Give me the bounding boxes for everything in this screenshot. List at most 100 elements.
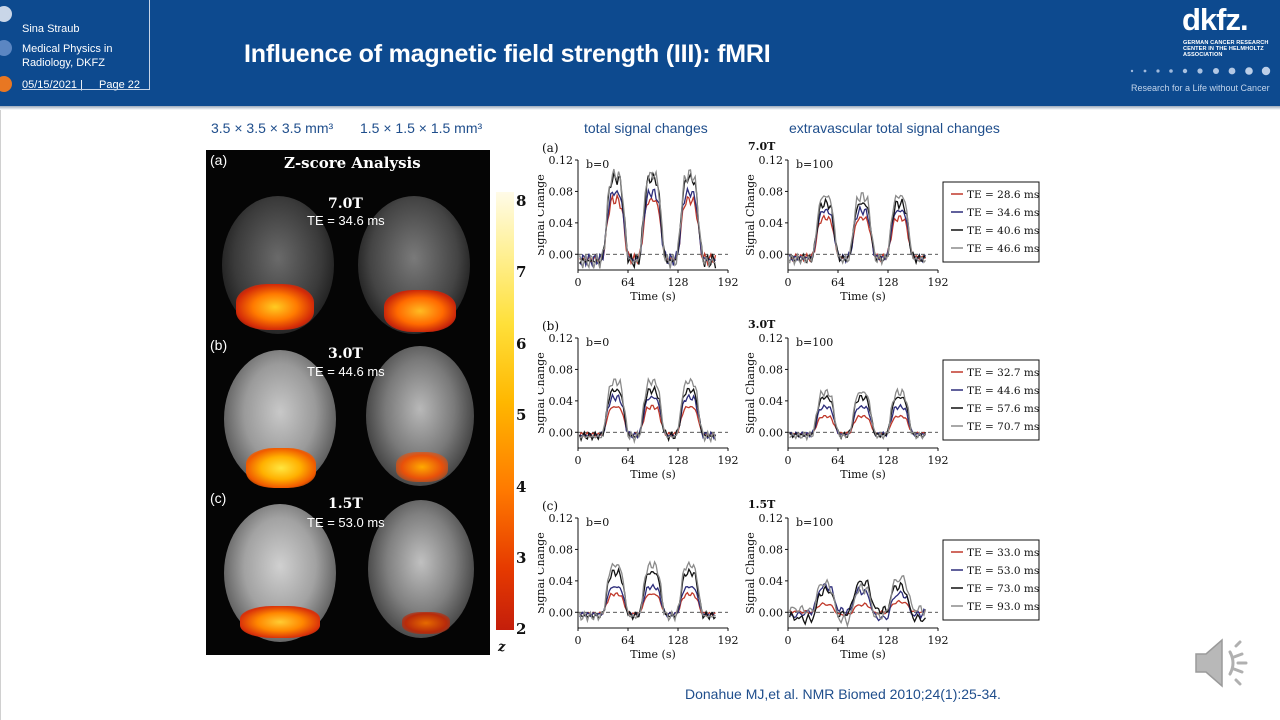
department-name: Medical Physics in Radiology, DKFZ — [22, 43, 113, 69]
plot-3-ytick-label: 0.12 — [759, 332, 784, 345]
resolution-label-left: 3.5 × 3.5 × 3.5 mm³ — [211, 120, 334, 136]
plot-4-ylabel: Signal Change — [538, 532, 547, 613]
plot-3-xtick-label: 192 — [928, 454, 949, 467]
plot-1-ytick-label: 0.00 — [759, 248, 784, 261]
plot-5-ytick-label: 0.04 — [759, 575, 784, 588]
plot-3-xtick-label: 64 — [831, 454, 845, 467]
plot-3-series-3 — [789, 387, 926, 442]
plot-0-panel-label: (a) — [542, 141, 559, 155]
plot-2-panel-label: (b) — [542, 319, 559, 333]
plot-5-series-3 — [788, 575, 927, 629]
slide-title: Influence of magnetic field strength (II… — [244, 40, 771, 68]
plot-0-xtick-label: 192 — [718, 276, 739, 289]
panel-label-b: (b) — [210, 337, 228, 353]
plot-1-xtick-label: 0 — [785, 276, 792, 289]
plot-2-ytick-label: 0.00 — [549, 426, 574, 439]
plot-5-legend-label-0: TE = 33.0 ms — [967, 547, 1039, 559]
field-label-3T: 3.0T — [328, 346, 363, 362]
plot-4-xlabel: Time (s) — [630, 648, 676, 661]
plot-4-ytick-label: 0.12 — [549, 512, 574, 525]
plot-0-series-1 — [579, 186, 717, 268]
activation-7T-right — [384, 290, 456, 332]
plot-1-legend-label-3: TE = 46.6 ms — [967, 243, 1039, 255]
plot-3-xtick-label: 0 — [785, 454, 792, 467]
plot-0-ytick-label: 0.00 — [549, 248, 574, 261]
plot-1-ytick-label: 0.04 — [759, 217, 784, 230]
plot-0-field-label: 7.0T — [748, 140, 776, 153]
colorbar-tick-2: 2 — [516, 620, 527, 638]
plot-3-xlabel: Time (s) — [840, 468, 886, 481]
plot-3-series-1 — [789, 403, 926, 439]
plot-5-legend-label-3: TE = 93.0 ms — [967, 601, 1039, 613]
panel-label-a: (a) — [210, 152, 228, 168]
plot-1-xtick-label: 192 — [928, 276, 949, 289]
plot-1-series-0 — [789, 214, 926, 263]
extravascular-label: extravascular total signal changes — [789, 120, 1000, 136]
plot-5-legend-label-2: TE = 73.0 ms — [967, 583, 1039, 595]
logo-dot-row — [1130, 66, 1271, 76]
plot-1-legend-label-0: TE = 28.6 ms — [967, 189, 1039, 201]
plot-2-series-3 — [579, 377, 717, 445]
signal-change-plots: 0.12 0.08 0.04 0.00 0 64 128 192 Time (s) Signal … — [538, 140, 1040, 661]
plot-2-xlabel: Time (s) — [630, 468, 676, 481]
activation-7T-left — [236, 284, 314, 330]
plot-4-xtick-label: 192 — [718, 634, 739, 647]
plot-1-ytick-label: 0.12 — [759, 154, 784, 167]
plot-4-field-label: 1.5T — [748, 498, 776, 511]
plot-4-xtick-label: 0 — [575, 634, 582, 647]
plot-2-xtick-label: 64 — [621, 454, 635, 467]
activation-3T-right — [396, 452, 448, 482]
plot-2-bvalue: b=0 — [586, 336, 609, 349]
plot-0-ylabel: Signal Change — [538, 174, 547, 255]
header-dot-2 — [0, 40, 12, 56]
author-name: Sina Straub — [22, 23, 80, 35]
slide-header: Sina Straub Medical Physics in Radiology… — [0, 0, 1280, 106]
plot-3-ytick-label: 0.00 — [759, 426, 784, 439]
plot-0-xtick-label: 64 — [621, 276, 635, 289]
plot-2-ytick-label: 0.12 — [549, 332, 574, 345]
plot-1-ylabel: Signal Change — [744, 174, 757, 255]
panel-label-c: (c) — [210, 490, 227, 506]
plot-1-ytick-label: 0.08 — [759, 185, 784, 198]
plot-0-ytick-label: 0.04 — [549, 217, 574, 230]
field-label-1.5T: 1.5T — [328, 496, 363, 512]
plot-4-series-3 — [578, 560, 716, 624]
plot-5-xlabel: Time (s) — [840, 648, 886, 661]
activation-3T-left — [246, 448, 316, 488]
plot-2-ytick-label: 0.08 — [549, 363, 574, 376]
plot-3-ytick-label: 0.08 — [759, 363, 784, 376]
total-signal-label: total signal changes — [584, 120, 708, 136]
plot-2-xtick-label: 192 — [718, 454, 739, 467]
plot-1-bvalue: b=100 — [796, 158, 833, 171]
plot-1-series-2 — [789, 197, 926, 266]
header-divider — [149, 0, 150, 90]
colorbar-tick-8: 8 — [516, 192, 527, 210]
plot-0-ytick-label: 0.12 — [549, 154, 574, 167]
plot-1-legend-label-1: TE = 34.6 ms — [967, 207, 1039, 219]
plot-2-xtick-label: 128 — [668, 454, 689, 467]
plot-0-series-3 — [578, 168, 716, 270]
page-number: Page 22 — [99, 79, 140, 91]
left-margin-line — [0, 110, 1, 720]
plot-3-legend-label-3: TE = 70.7 ms — [967, 421, 1039, 433]
citation: Donahue MJ,et al. NMR Biomed 2010;24(1):… — [685, 686, 1001, 702]
field-label-7T: 7.0T — [328, 196, 363, 212]
plot-4-series-0 — [579, 591, 716, 617]
plot-5-bvalue: b=100 — [796, 516, 833, 529]
speaker-icon[interactable] — [1190, 630, 1256, 696]
plot-5-ytick-label: 0.12 — [759, 512, 784, 525]
plot-4-ytick-label: 0.00 — [549, 606, 574, 619]
header-dot-3 — [0, 76, 12, 92]
slide-date: 05/15/2021 | — [22, 79, 83, 91]
colorbar-tick-6: 6 — [516, 335, 527, 353]
colorbar-label-z: z — [498, 640, 506, 655]
plot-3-legend-label-1: TE = 44.6 ms — [967, 385, 1039, 397]
plot-0-xtick-label: 128 — [668, 276, 689, 289]
plot-1-xtick-label: 128 — [878, 276, 899, 289]
plot-4-xtick-label: 128 — [668, 634, 689, 647]
plot-3-ytick-label: 0.04 — [759, 395, 784, 408]
plot-3-legend-label-2: TE = 57.6 ms — [967, 403, 1039, 415]
dkfz-slogan: Research for a Life without Cancer — [1131, 83, 1270, 93]
plot-5-ytick-label: 0.00 — [759, 606, 784, 619]
plot-2-field-label: 3.0T — [748, 318, 776, 331]
